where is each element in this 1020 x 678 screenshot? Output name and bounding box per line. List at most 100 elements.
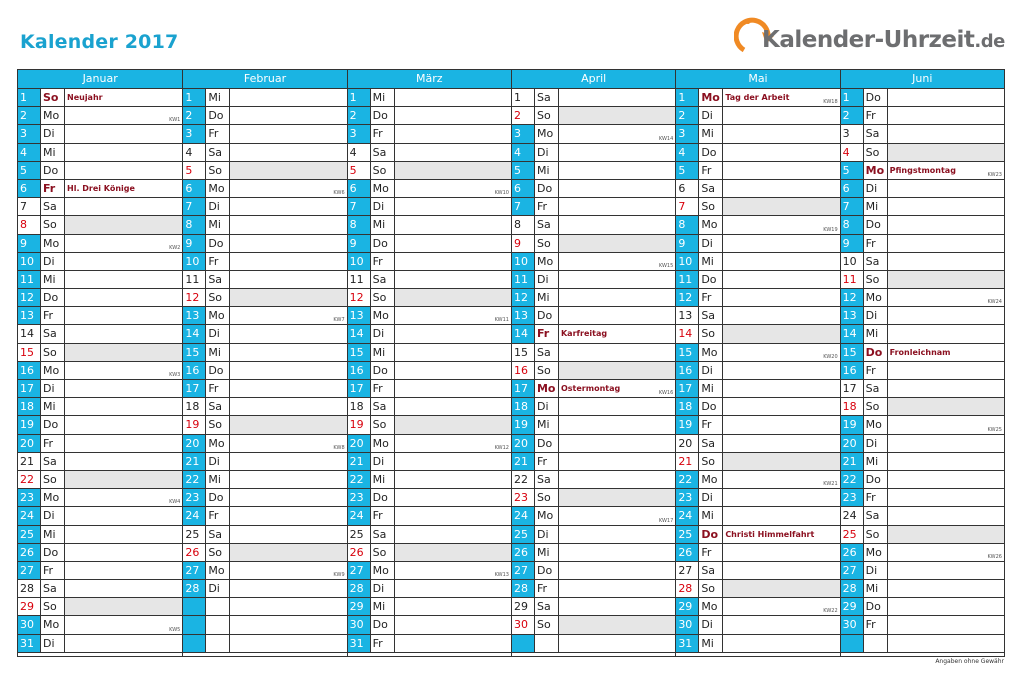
day-number: 23 <box>840 489 864 507</box>
day-number: 24 <box>511 507 535 525</box>
day-row: 15 So <box>18 343 183 362</box>
weekday: Mo <box>206 434 231 452</box>
day-row: 26 Do <box>18 543 183 562</box>
weekday: Do <box>699 398 724 416</box>
day-row: 2 Mo KW1 <box>18 107 183 126</box>
holiday-note <box>395 125 511 142</box>
month-header: Februar <box>183 70 347 89</box>
day-row: 24 Sa <box>840 507 1004 526</box>
week-number: KW5 <box>169 626 181 633</box>
day-number: 10 <box>183 252 207 270</box>
day-number: 12 <box>348 289 371 307</box>
day-number: 25 <box>511 525 535 543</box>
weekday: So <box>371 416 395 434</box>
day-number: 3 <box>511 125 535 143</box>
weekday: Di <box>699 361 724 379</box>
day-number: 18 <box>511 398 535 416</box>
day-number: 17 <box>841 380 864 398</box>
holiday-note <box>395 89 511 106</box>
holiday-note <box>395 144 511 161</box>
day-number: 14 <box>511 325 535 343</box>
day-number: 12 <box>183 289 207 307</box>
weekday: Mi <box>41 143 65 161</box>
day-row: 19 Fr <box>676 416 840 435</box>
day-row: 26 Fr <box>676 543 840 562</box>
logo[interactable]: Kalender-Uhrzeit.de <box>734 10 1005 62</box>
weekday: Di <box>206 198 231 216</box>
holiday-note <box>723 198 840 216</box>
logo-text: Kalender-Uhrzeit.de <box>762 27 1005 53</box>
day-number: 2 <box>347 107 371 125</box>
weekday: Fr <box>699 543 724 561</box>
day-number: 8 <box>840 216 864 234</box>
day-row: 14 Fr Karfreitag <box>511 325 676 344</box>
weekday: Di <box>864 434 888 452</box>
weekday: Mi <box>206 470 231 489</box>
day-row: 27 Do <box>511 561 676 581</box>
holiday-note <box>395 526 511 543</box>
day-number: 25 <box>841 525 864 543</box>
day-number: 18 <box>183 398 207 416</box>
week-number: KW13 <box>494 572 509 579</box>
day-row: 25 Di <box>511 525 676 544</box>
day-row: 3 Sa <box>840 125 1004 144</box>
day-row: 26 So <box>183 543 347 562</box>
holiday-note <box>888 89 1004 106</box>
holiday-note <box>395 507 511 524</box>
weekday: So <box>699 325 724 343</box>
day-number: 1 <box>183 89 207 107</box>
holiday-note <box>65 198 182 215</box>
weekday: So <box>371 543 395 561</box>
week-number: KW8 <box>333 444 345 451</box>
day-row: 14 Sa <box>18 325 183 344</box>
day-row: 7 Di <box>183 198 347 217</box>
weekday: Di <box>41 380 65 398</box>
weekday: Mi <box>699 507 724 525</box>
weekday: Di <box>864 179 888 198</box>
day-number: 24 <box>18 507 41 525</box>
day-number: 21 <box>18 452 41 470</box>
weekday: Do <box>371 107 395 125</box>
day-row: 15 Mi <box>183 343 347 362</box>
day-number: 25 <box>18 525 41 543</box>
day-number: 3 <box>841 125 864 143</box>
weekday: Do <box>535 434 559 452</box>
weekday: So <box>699 580 724 598</box>
day-number: 3 <box>347 125 371 143</box>
day-number: 18 <box>676 398 700 416</box>
holiday-note <box>65 580 182 597</box>
holiday-note <box>230 562 346 579</box>
day-row: 1 So Neujahr <box>18 89 183 108</box>
holiday-note <box>65 307 182 324</box>
holiday-note <box>395 562 511 579</box>
day-number: 1 <box>347 89 371 107</box>
day-row: 16 Mo KW3 <box>18 361 183 380</box>
weekday: Fr <box>41 561 65 580</box>
weekday: Fr <box>535 325 559 343</box>
weekday: Mi <box>206 343 231 361</box>
holiday-note <box>230 125 346 142</box>
day-row <box>183 616 347 635</box>
day-row: 4 Sa <box>347 143 511 162</box>
disclaimer: Angaben ohne Gewähr <box>935 658 1004 665</box>
week-number: KW12 <box>494 444 509 451</box>
month-column: März 1 Mi 2 Do 3 Fr 4 Sa 5 So 6 Mo KW10 7 Di 8 Mi 9 Do 10 Fr 1… <box>346 70 511 656</box>
day-number: 30 <box>512 616 535 634</box>
weekday: Mo <box>41 616 65 634</box>
weekday: So <box>206 161 231 179</box>
day-row: 23 So <box>511 489 676 508</box>
weekday: Fr <box>206 380 231 398</box>
holiday-note <box>395 453 511 470</box>
day-number: 9 <box>512 234 535 252</box>
weekday: Fr <box>371 634 395 652</box>
day-number: 10 <box>676 252 700 270</box>
day-number: 9 <box>676 234 700 252</box>
day-number: 5 <box>348 161 371 179</box>
weekday: Fr <box>41 434 65 452</box>
weekday: Mi <box>371 216 395 234</box>
weekday: Do <box>535 307 559 325</box>
day-row: 24 Fr <box>347 507 511 526</box>
day-row: 1 Mi <box>347 89 511 108</box>
day-row: 22 So <box>18 470 183 490</box>
day-number: 23 <box>347 489 371 507</box>
